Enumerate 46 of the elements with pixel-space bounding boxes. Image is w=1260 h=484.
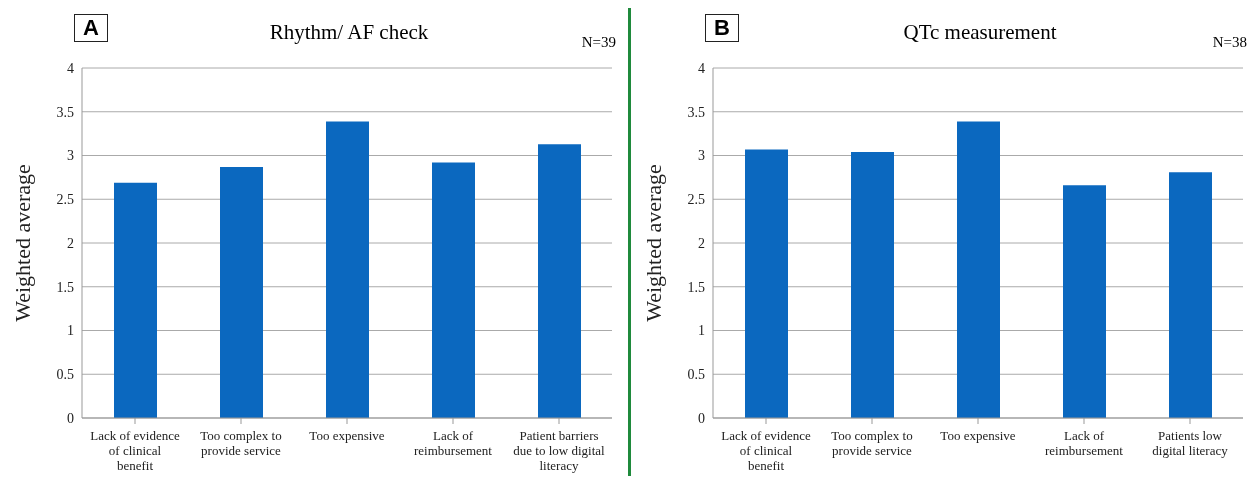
y-axis-title: Weighted average [9, 164, 35, 322]
bar [957, 121, 1000, 418]
y-axis-title: Weighted average [640, 164, 666, 322]
y-tick-label: 0.5 [687, 367, 705, 383]
x-tick-label: Lack of reimbursement [1045, 428, 1124, 458]
y-tick-label: 4 [67, 60, 74, 76]
y-tick-label: 1 [698, 323, 705, 339]
y-tick-label: 1.5 [687, 279, 705, 295]
bar [1169, 172, 1212, 418]
y-tick-label: 4 [698, 60, 705, 76]
bar [1063, 185, 1106, 418]
x-tick-label: Patient barriers due to low digital literacy [513, 428, 606, 473]
bar [432, 162, 475, 418]
text: B [705, 14, 739, 42]
text: N=38 [1212, 34, 1247, 51]
bar [851, 152, 894, 418]
y-tick-label: 1 [67, 323, 74, 339]
y-tick-label: 2 [67, 235, 74, 251]
bar [538, 144, 581, 418]
bar [114, 182, 157, 418]
bar [745, 149, 788, 418]
y-tick-label: 2.5 [687, 192, 705, 208]
y-tick-label: 0 [67, 410, 74, 426]
x-tick-label: Too expensive [940, 428, 1016, 443]
chart-title: QTc measurement [903, 20, 1057, 44]
x-tick-label: Too complex to provide service [831, 428, 913, 458]
y-tick-label: 3.5 [56, 104, 74, 120]
bar [326, 121, 369, 418]
x-tick-label: Lack of evidence of clinical benefit [721, 428, 811, 473]
text: A [74, 14, 108, 42]
y-tick-label: 3 [698, 148, 705, 164]
bar [220, 166, 263, 418]
y-tick-label: 2 [698, 235, 705, 251]
y-tick-label: 1.5 [56, 279, 74, 295]
y-tick-label: 3 [67, 148, 74, 164]
y-tick-label: 3.5 [687, 104, 705, 120]
chart-title: Rhythm/ AF check [269, 20, 429, 44]
y-tick-label: 0.5 [56, 367, 74, 383]
x-tick-label: Too complex to provide service [200, 428, 282, 458]
x-tick-label: Too expensive [309, 428, 385, 443]
x-tick-label: Patients low digital literacy [1152, 428, 1229, 458]
text: N=39 [581, 34, 616, 51]
y-tick-label: 0 [698, 410, 705, 426]
x-tick-label: Lack of reimbursement [414, 428, 493, 458]
x-tick-label: Lack of evidence of clinical benefit [90, 428, 180, 473]
y-tick-label: 2.5 [56, 192, 74, 208]
